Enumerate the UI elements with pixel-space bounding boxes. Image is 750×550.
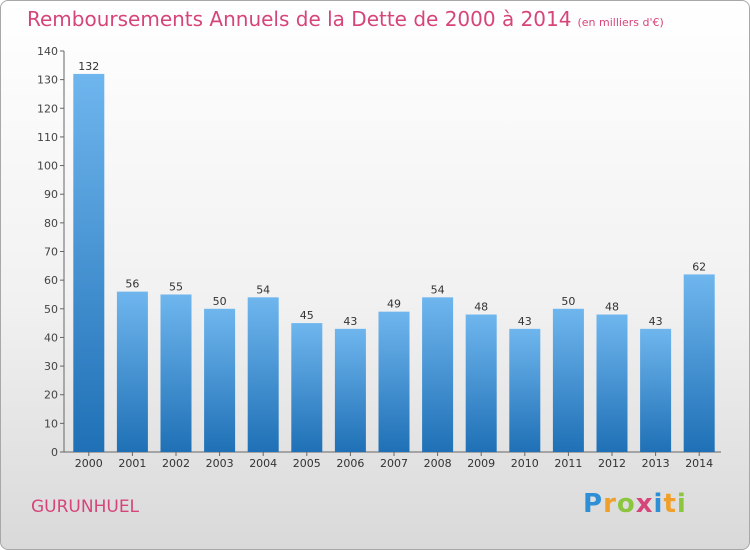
x-tick-label: 2001: [118, 457, 146, 470]
bar-value-label: 48: [474, 301, 488, 314]
chart-title-text: Remboursements Annuels de la Dette de 20…: [27, 7, 572, 31]
proxiti-logo[interactable]: Proxiti: [583, 489, 687, 519]
bar: [422, 297, 454, 452]
bar: [334, 328, 366, 452]
x-tick-label: 2009: [467, 457, 495, 470]
x-tick-label: 2011: [554, 457, 582, 470]
y-tick-label: 80: [44, 217, 58, 230]
bar-value-label: 54: [256, 283, 270, 296]
y-tick-label: 0: [51, 446, 58, 459]
y-tick-label: 130: [37, 74, 58, 87]
bar: [378, 311, 410, 452]
x-tick-label: 2002: [162, 457, 190, 470]
x-tick-label: 2014: [685, 457, 713, 470]
x-tick-label: 2007: [380, 457, 408, 470]
bar-value-label: 50: [213, 295, 227, 308]
logo-letter: t: [663, 489, 677, 519]
bar-value-label: 49: [387, 298, 401, 311]
y-tick-label: 30: [44, 360, 58, 373]
logo-letter: i: [676, 489, 687, 519]
logo-letter: r: [603, 489, 617, 519]
y-tick-label: 110: [37, 131, 58, 144]
commune-name: GURUNHUEL: [31, 497, 140, 517]
bar-value-label: 56: [125, 278, 139, 291]
bar-value-label: 54: [431, 283, 445, 296]
bar: [204, 308, 236, 452]
y-tick-label: 50: [44, 303, 58, 316]
bar-value-label: 62: [692, 260, 706, 273]
bar-value-label: 132: [78, 60, 99, 73]
bar: [247, 297, 279, 452]
chart-title: Remboursements Annuels de la Dette de 20…: [27, 7, 664, 31]
logo-letter: o: [616, 489, 636, 519]
y-tick-label: 70: [44, 246, 58, 259]
x-tick-label: 2012: [598, 457, 626, 470]
x-tick-label: 2000: [75, 457, 103, 470]
x-tick-label: 2013: [642, 457, 670, 470]
bar: [640, 328, 672, 452]
x-tick-label: 2003: [206, 457, 234, 470]
chart-unit: (en milliers d'€): [577, 16, 664, 29]
bar: [465, 314, 497, 452]
bar: [552, 308, 584, 452]
bar-value-label: 45: [300, 309, 314, 322]
x-tick-label: 2008: [424, 457, 452, 470]
bar-value-label: 43: [649, 315, 663, 328]
bar: [596, 314, 628, 452]
y-tick-label: 100: [37, 160, 58, 173]
bar-value-label: 43: [343, 315, 357, 328]
logo-letter: i: [653, 489, 664, 519]
x-tick-label: 2006: [336, 457, 364, 470]
bar: [73, 73, 105, 453]
x-tick-label: 2010: [511, 457, 539, 470]
bar: [160, 294, 192, 452]
y-tick-label: 140: [37, 45, 58, 58]
x-tick-label: 2004: [249, 457, 277, 470]
bar-value-label: 50: [561, 295, 575, 308]
logo-letter: P: [583, 489, 604, 519]
bar-value-label: 48: [605, 301, 619, 314]
logo-letter: x: [635, 489, 654, 519]
bar-value-label: 43: [518, 315, 532, 328]
y-tick-label: 20: [44, 389, 58, 402]
x-tick-label: 2005: [293, 457, 321, 470]
y-tick-label: 10: [44, 417, 58, 430]
y-tick-label: 40: [44, 331, 58, 344]
bar: [683, 274, 715, 452]
bar-value-label: 55: [169, 280, 183, 293]
y-tick-label: 90: [44, 188, 58, 201]
bar: [291, 323, 323, 452]
y-tick-label: 60: [44, 274, 58, 287]
bar: [509, 328, 541, 452]
bar: [116, 291, 148, 452]
y-tick-label: 120: [37, 102, 58, 115]
